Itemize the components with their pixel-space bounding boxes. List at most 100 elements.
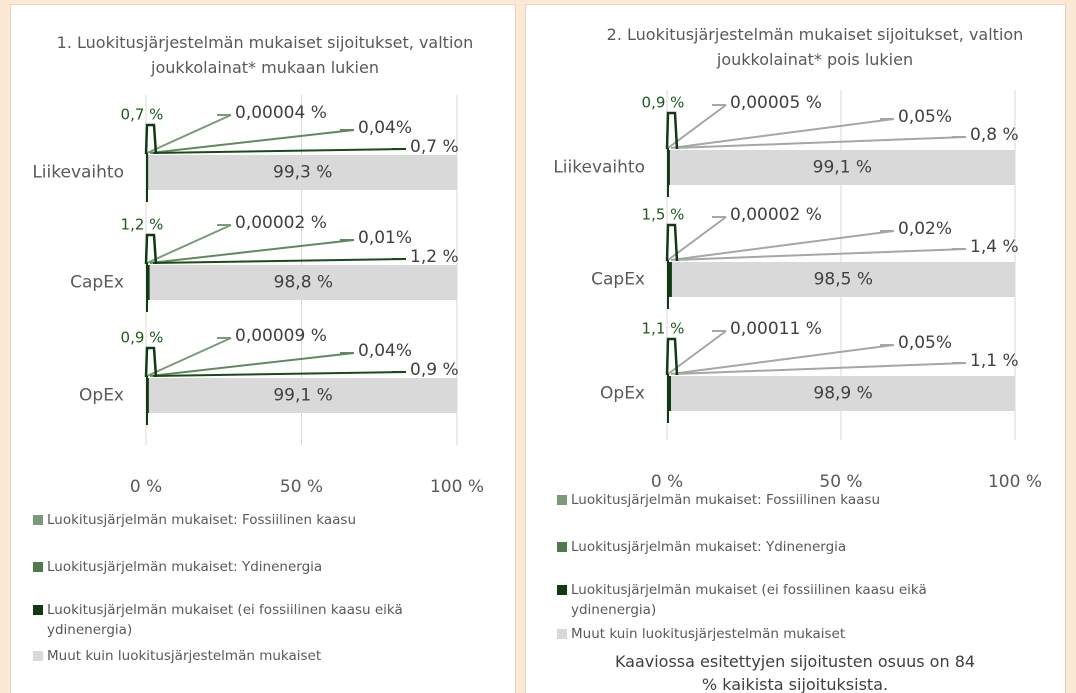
data-label: 98,8 % — [274, 273, 333, 293]
leader-line — [146, 114, 232, 154]
leader-line — [153, 258, 407, 264]
leader-line — [674, 136, 967, 149]
legend-item: Muut kuin luokitusjärjestelmän mukaiset — [33, 646, 467, 666]
bar-segment — [149, 265, 458, 300]
legend-swatch — [33, 651, 43, 661]
legend-text: Luokitusjärjelmän mukaiset: Fossiilinen … — [47, 512, 357, 528]
leader-line — [146, 337, 232, 377]
total-label: 1,2 % — [121, 216, 164, 234]
legend-text: Luokitusjärjelmän mukaiset: Ydinenergia — [47, 559, 323, 575]
leader-line — [149, 352, 355, 377]
data-label: 1,2 % — [410, 247, 459, 267]
legend-item: Luokitusjärjelmän mukaiset: Ydinenergia — [33, 557, 467, 577]
legend-swatch — [33, 562, 43, 572]
legend-swatch — [557, 542, 567, 552]
bracket — [144, 346, 158, 378]
chart-title: 1. Luokitusjärjestelmän mukaiset sijoitu… — [56, 33, 474, 77]
leader-line — [670, 230, 895, 261]
category-label: OpEx — [79, 386, 124, 406]
legend-text: Luokitusjärjelmän mukaiset: Fossiilinen … — [571, 492, 881, 508]
legend-swatch — [557, 495, 567, 505]
bar-segment — [669, 150, 1015, 185]
legend-text: Luokitusjärjelmän mukaiset (ei fossiilin… — [571, 582, 927, 618]
leader-line — [149, 129, 355, 154]
data-label: 0,02% — [898, 219, 952, 239]
data-label: 1,1 % — [970, 351, 1019, 371]
data-label: 0,00009 % — [235, 326, 327, 346]
leader-line — [153, 371, 407, 377]
x-tick-label: 0 % — [130, 477, 162, 497]
leader-line — [670, 344, 895, 375]
panel — [10, 4, 516, 693]
legend-item: Luokitusjärjelmän mukaiset: Ydinenergia — [557, 537, 1011, 557]
leader-line — [149, 239, 355, 264]
legend-swatch — [33, 515, 43, 525]
legend-item: Muut kuin luokitusjärjestelmän mukaiset — [557, 624, 1011, 644]
legend-text: Muut kuin luokitusjärjestelmän mukaiset — [571, 626, 846, 642]
leader-line — [674, 248, 967, 261]
data-label: 98,9 % — [813, 384, 872, 404]
total-label: 1,5 % — [642, 206, 685, 224]
category-label: CapEx — [591, 270, 645, 290]
data-label: 0,01% — [358, 228, 412, 248]
bracket — [144, 233, 158, 265]
bar-segment — [667, 376, 672, 411]
data-label: 0,05% — [898, 107, 952, 127]
total-label: 0,9 % — [642, 94, 685, 112]
data-label: 1,4 % — [970, 237, 1019, 257]
data-label: 99,1 % — [273, 386, 332, 406]
legend-swatch — [557, 585, 567, 595]
data-label: 0,05% — [898, 333, 952, 353]
category-label: Liikevaihto — [32, 163, 124, 183]
data-label: 0,04% — [358, 341, 412, 361]
bar-segment — [148, 378, 458, 413]
legend-text: Luokitusjärjelmän mukaiset (ei fossiilin… — [47, 602, 403, 638]
bar-segment — [671, 262, 1015, 297]
category-label: OpEx — [600, 384, 645, 404]
data-label: 0,00004 % — [235, 103, 327, 123]
data-label: 0,00005 % — [730, 93, 822, 113]
legend-item: Luokitusjärjelmän mukaiset: Fossiilinen … — [33, 510, 467, 530]
category-label: CapEx — [70, 273, 124, 293]
data-label: 0,04% — [358, 118, 412, 138]
data-label: 0,9 % — [410, 360, 459, 380]
data-label: 0,00002 % — [730, 205, 822, 225]
x-tick-label: 100 % — [988, 472, 1042, 492]
data-label: 99,3 % — [273, 163, 332, 183]
data-label: 0,00002 % — [235, 213, 327, 233]
note: Kaaviossa esitettyjen sijoitusten osuus … — [614, 652, 976, 693]
total-label: 1,1 % — [642, 320, 685, 338]
x-tick-label: 0 % — [651, 472, 683, 492]
legend-item: Luokitusjärjelmän mukaiset (ei fossiilin… — [557, 580, 1011, 620]
x-tick-label: 50 % — [819, 472, 862, 492]
bracket — [144, 123, 158, 155]
data-label: 98,5 % — [814, 270, 873, 290]
bar-segment — [671, 376, 1016, 411]
bracket — [665, 223, 679, 262]
x-tick-label: 100 % — [430, 477, 484, 497]
legend-swatch — [557, 629, 567, 639]
bar-segment — [667, 262, 672, 297]
total-label: 0,9 % — [121, 329, 164, 347]
legend-text: Muut kuin luokitusjärjestelmän mukaiset — [47, 648, 322, 664]
panel — [525, 4, 1066, 693]
legend-swatch — [33, 605, 43, 615]
data-label: 0,8 % — [970, 125, 1019, 145]
bar-segment — [148, 155, 458, 190]
legend-item: Luokitusjärjelmän mukaiset (ei fossiilin… — [33, 600, 467, 640]
x-tick-label: 50 % — [280, 477, 323, 497]
total-label: 0,7 % — [121, 106, 164, 124]
bracket — [665, 111, 679, 150]
data-label: 0,00011 % — [730, 319, 822, 339]
data-label: 99,1 % — [813, 158, 872, 178]
bracket — [665, 337, 679, 376]
data-label: 0,7 % — [410, 137, 459, 157]
chart-title: 2. Luokitusjärjestelmän mukaiset sijoitu… — [606, 25, 1024, 69]
legend-item: Luokitusjärjelmän mukaiset: Fossiilinen … — [557, 490, 1011, 510]
category-label: Liikevaihto — [553, 158, 645, 178]
legend-text: Luokitusjärjelmän mukaiset: Ydinenergia — [571, 539, 847, 555]
leader-line — [674, 362, 967, 375]
leader-line — [153, 148, 407, 154]
